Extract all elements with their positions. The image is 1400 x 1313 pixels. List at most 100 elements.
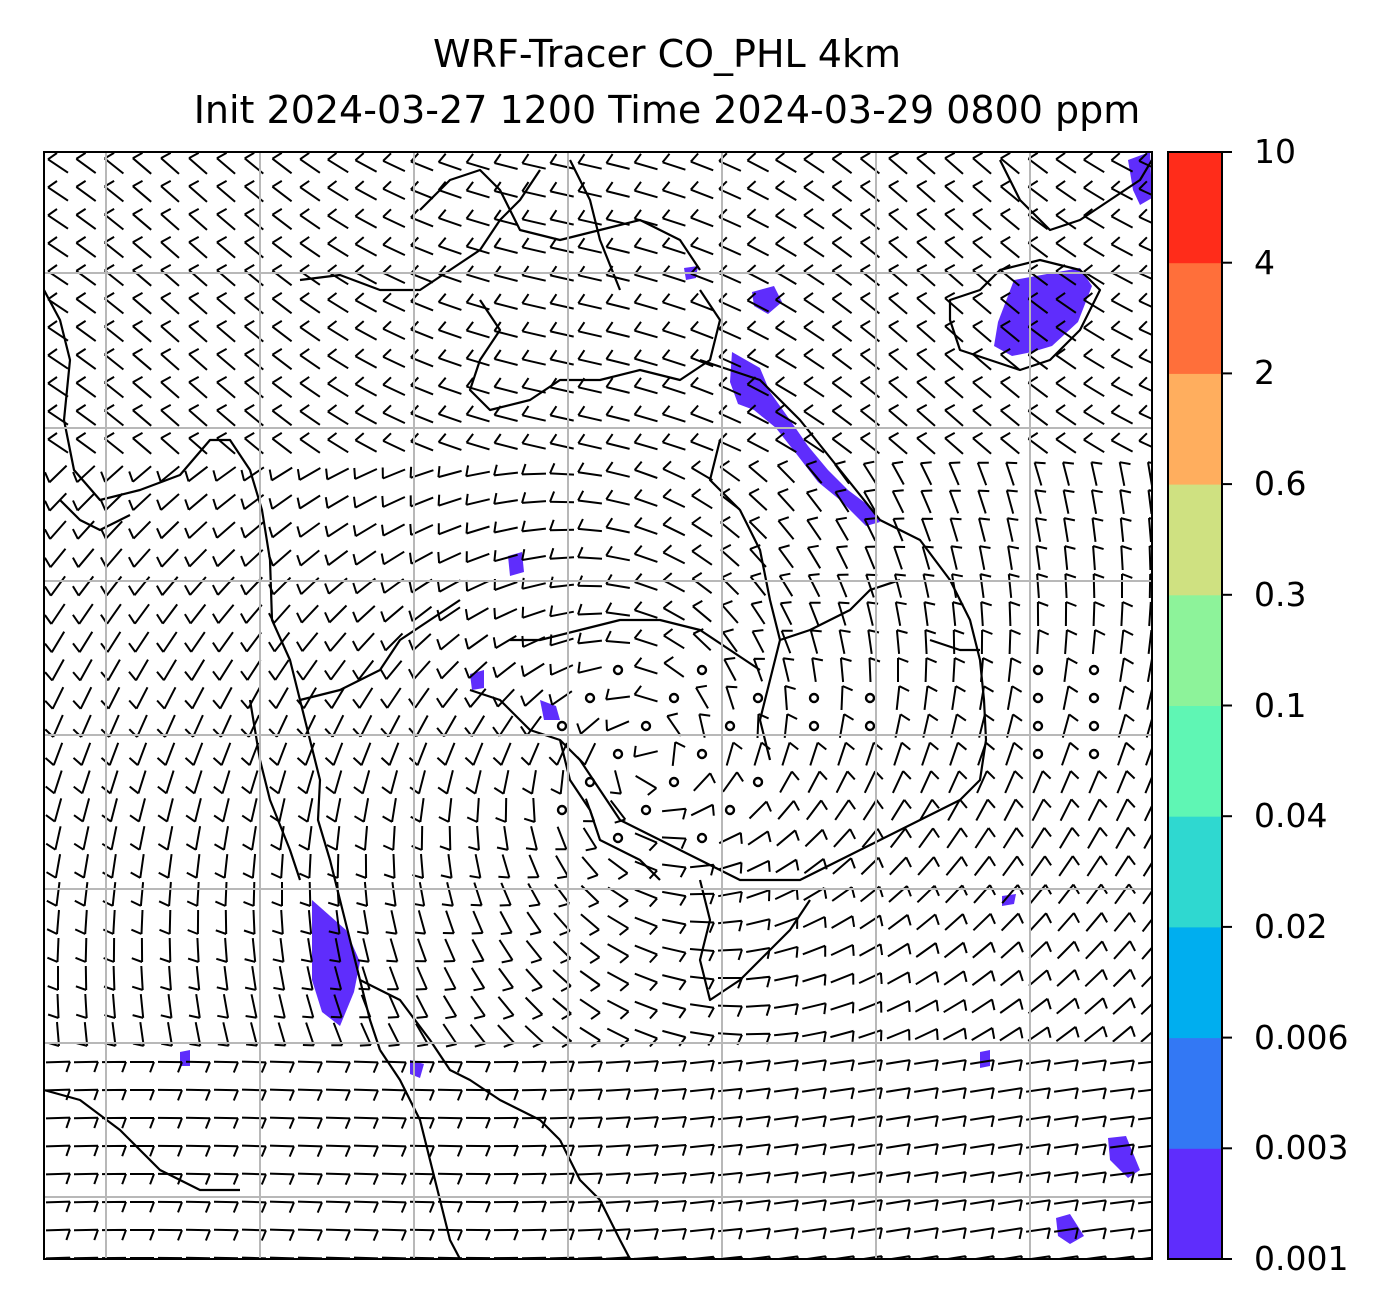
wind-barb: [893, 573, 906, 598]
wind-barb: [916, 180, 936, 203]
wind-barb: [128, 465, 152, 483]
wind-barb: [803, 320, 825, 342]
wind-barb: [605, 1228, 631, 1241]
wind-barb: [157, 826, 174, 851]
wind-barb: [924, 657, 937, 683]
wind-barb: [128, 659, 149, 682]
wind-barb: [352, 687, 374, 709]
wind-barb: [1004, 770, 1024, 794]
wind-barb: [100, 465, 124, 483]
wind-barb: [549, 237, 574, 254]
wind-barb: [661, 836, 687, 850]
wind-barb: [353, 798, 370, 823]
wind-barb: [325, 1116, 351, 1129]
wind-barb: [801, 1143, 827, 1156]
wind-barb: [132, 376, 152, 399]
wind-barb: [690, 292, 714, 312]
wind-barb: [803, 404, 825, 426]
wind-barb: [549, 405, 574, 422]
wind-barb: [605, 1200, 631, 1213]
wind-barb: [353, 1060, 379, 1073]
wind-barb: [327, 376, 349, 398]
wind-barb: [102, 881, 117, 907]
wind-barb: [916, 208, 936, 231]
wind-barb: [633, 1228, 659, 1240]
wind-barb: [437, 293, 462, 311]
wind-barb: [944, 376, 964, 399]
wind-barb: [690, 803, 715, 817]
wind-barb: [948, 770, 968, 794]
wind-barb: [805, 488, 823, 513]
wind-barb: [549, 209, 574, 226]
wind-barb: [886, 1028, 911, 1041]
wind-barb: [1056, 940, 1080, 960]
wind-barb: [577, 1144, 603, 1157]
wind-barb: [1113, 940, 1136, 960]
wind-barb: [914, 1115, 939, 1127]
wind-barb: [972, 912, 996, 932]
wind-barb: [661, 433, 686, 451]
wind-barb: [1110, 180, 1134, 201]
wind-barb: [549, 1172, 575, 1185]
wind-barb: [918, 827, 940, 849]
wind-barb: [888, 292, 908, 315]
wind-barb: [689, 1143, 715, 1156]
wind-barb: [45, 826, 62, 851]
wind-barb: [1083, 376, 1105, 398]
wind-barb: [1114, 855, 1136, 877]
wind-barb: [242, 853, 257, 879]
colorbar-tick-label: 0.3: [1254, 574, 1307, 614]
wind-barb: [690, 348, 714, 368]
calm-wind-marker: [640, 720, 652, 732]
wind-barb: [298, 825, 313, 851]
wind-barb: [297, 1060, 323, 1073]
wind-barb: [895, 629, 908, 654]
wind-barb: [73, 770, 91, 795]
wind-barb: [102, 909, 116, 935]
wind-barb: [779, 601, 793, 626]
wind-barb: [439, 825, 452, 851]
tracer-plume: [312, 900, 360, 1026]
wind-barb: [72, 520, 95, 540]
wind-barb: [633, 377, 658, 395]
wind-barb: [73, 826, 90, 851]
wind-barb: [357, 910, 369, 935]
colorbar-swatch: [1168, 705, 1222, 817]
wind-barb: [808, 601, 821, 626]
wind-barb: [689, 975, 715, 990]
wind-barb: [299, 348, 321, 370]
wind-barb: [130, 1061, 155, 1073]
wind-barb: [1138, 208, 1152, 225]
wind-barb: [132, 208, 152, 231]
wind-barb: [1064, 601, 1077, 627]
wind-barb: [1000, 152, 1020, 175]
wind-barb: [1029, 912, 1052, 932]
wind-barb: [577, 237, 602, 254]
wind-barb: [468, 825, 480, 851]
wind-barb: [524, 996, 544, 1020]
wind-barb: [1081, 1059, 1107, 1072]
wind-barb: [1083, 236, 1105, 258]
wind-barb: [837, 741, 855, 766]
wind-barb: [158, 881, 172, 907]
wind-barb: [784, 685, 796, 711]
wind-barb: [269, 1116, 295, 1129]
wind-barb: [471, 910, 484, 935]
wind-barb: [634, 916, 658, 936]
wind-barb: [549, 1200, 575, 1213]
wind-barb: [803, 432, 825, 454]
wind-barb: [662, 1029, 687, 1047]
wind-barb: [357, 938, 370, 963]
colorbar-swatch: [1168, 373, 1222, 485]
wind-barb: [380, 742, 400, 766]
wind-barb: [942, 1227, 967, 1239]
wind-barb: [327, 152, 349, 174]
wind-barb: [1008, 629, 1021, 655]
wind-barb: [607, 858, 629, 880]
wind-barb: [354, 320, 378, 341]
wind-barb: [857, 1115, 883, 1128]
wind-barb: [922, 713, 939, 738]
wind-barb: [408, 605, 433, 623]
wind-barb: [521, 349, 546, 366]
